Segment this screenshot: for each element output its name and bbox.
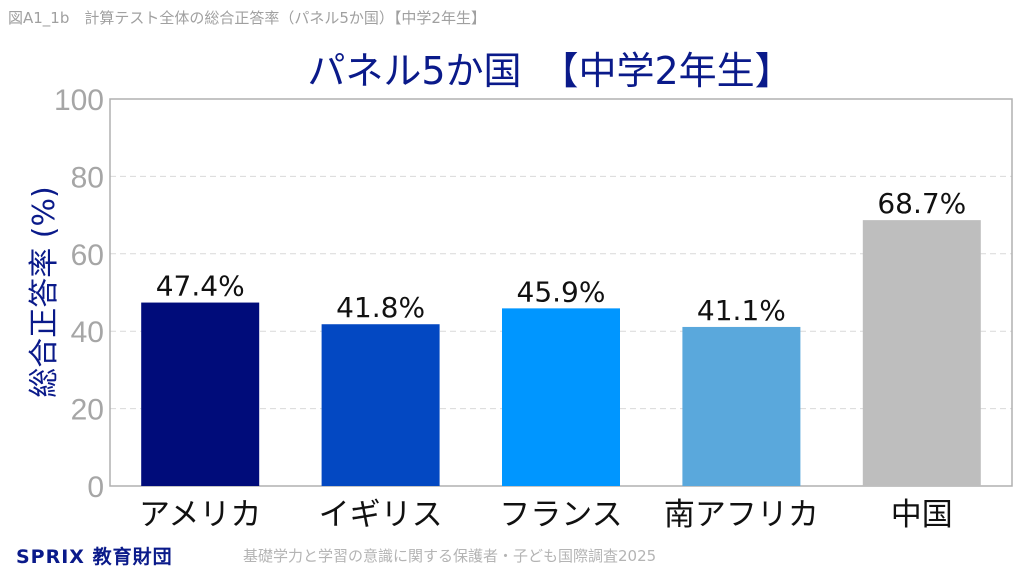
data-label: 45.9% <box>517 275 606 308</box>
x-tick-label: 中国 <box>891 497 953 533</box>
x-tick-label: フランス <box>499 497 622 533</box>
y-tick-label: 100 <box>54 84 104 117</box>
data-label: 41.8% <box>336 291 425 324</box>
y-tick-label: 0 <box>87 471 104 504</box>
bar <box>321 324 440 486</box>
logo-sub-text: 教育財団 <box>92 546 173 568</box>
chart-title: パネル5か国 【中学2年生】 <box>307 49 793 93</box>
data-label: 47.4% <box>156 270 245 303</box>
x-tick-label: アメリカ <box>139 497 261 533</box>
bar <box>862 220 981 487</box>
data-label: 41.1% <box>697 294 786 327</box>
data-label: 68.7% <box>877 187 966 220</box>
bar <box>502 308 620 486</box>
bar-chart: 0 20 40 60 80 100 47.4% アメリカ 41.8% イギリス 45.9% フランス 4… <box>54 84 1013 533</box>
x-tick-label: 南アフリカ <box>664 497 819 533</box>
sprix-logo: SPRIX 教育財団 <box>16 542 173 569</box>
x-tick-label: イギリス <box>319 497 443 533</box>
source-note: 基礎学力と学習の意識に関する保護者・子ども国際調査2025 <box>243 547 657 565</box>
bar <box>682 326 801 486</box>
y-tick-label: 60 <box>71 239 104 272</box>
figure-code: 図A1_1b 計算テスト全体の総合正答率（パネル5か国）【中学2年生】 <box>8 9 486 27</box>
bar <box>141 302 260 486</box>
y-tick-label: 40 <box>71 316 104 349</box>
y-tick-label: 20 <box>71 394 104 427</box>
y-tick-label: 80 <box>71 161 104 194</box>
logo-main-text: SPRIX <box>16 546 85 568</box>
